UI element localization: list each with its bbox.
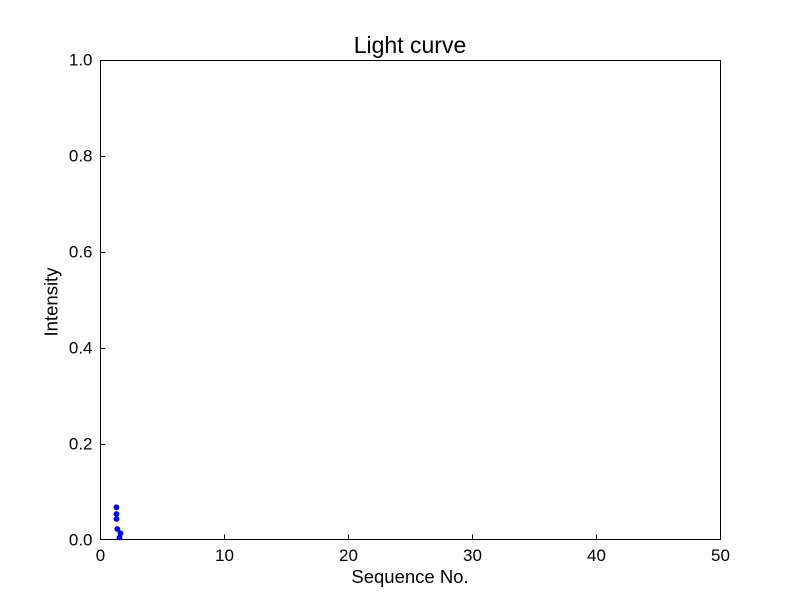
- svg-text:40: 40: [587, 546, 606, 565]
- svg-text:0.0: 0.0: [69, 531, 93, 550]
- svg-text:Light curve: Light curve: [354, 32, 467, 58]
- svg-text:1.0: 1.0: [69, 51, 93, 70]
- svg-text:10: 10: [215, 546, 234, 565]
- svg-text:Sequence No.: Sequence No.: [351, 566, 468, 587]
- svg-text:0.6: 0.6: [69, 243, 93, 262]
- svg-text:0.8: 0.8: [69, 147, 93, 166]
- svg-text:30: 30: [463, 546, 482, 565]
- svg-text:50: 50: [711, 546, 730, 565]
- svg-text:20: 20: [339, 546, 358, 565]
- svg-text:0.2: 0.2: [69, 435, 93, 454]
- svg-text:0.4: 0.4: [69, 339, 93, 358]
- svg-text:Intensity: Intensity: [41, 267, 62, 337]
- svg-text:0: 0: [96, 546, 105, 565]
